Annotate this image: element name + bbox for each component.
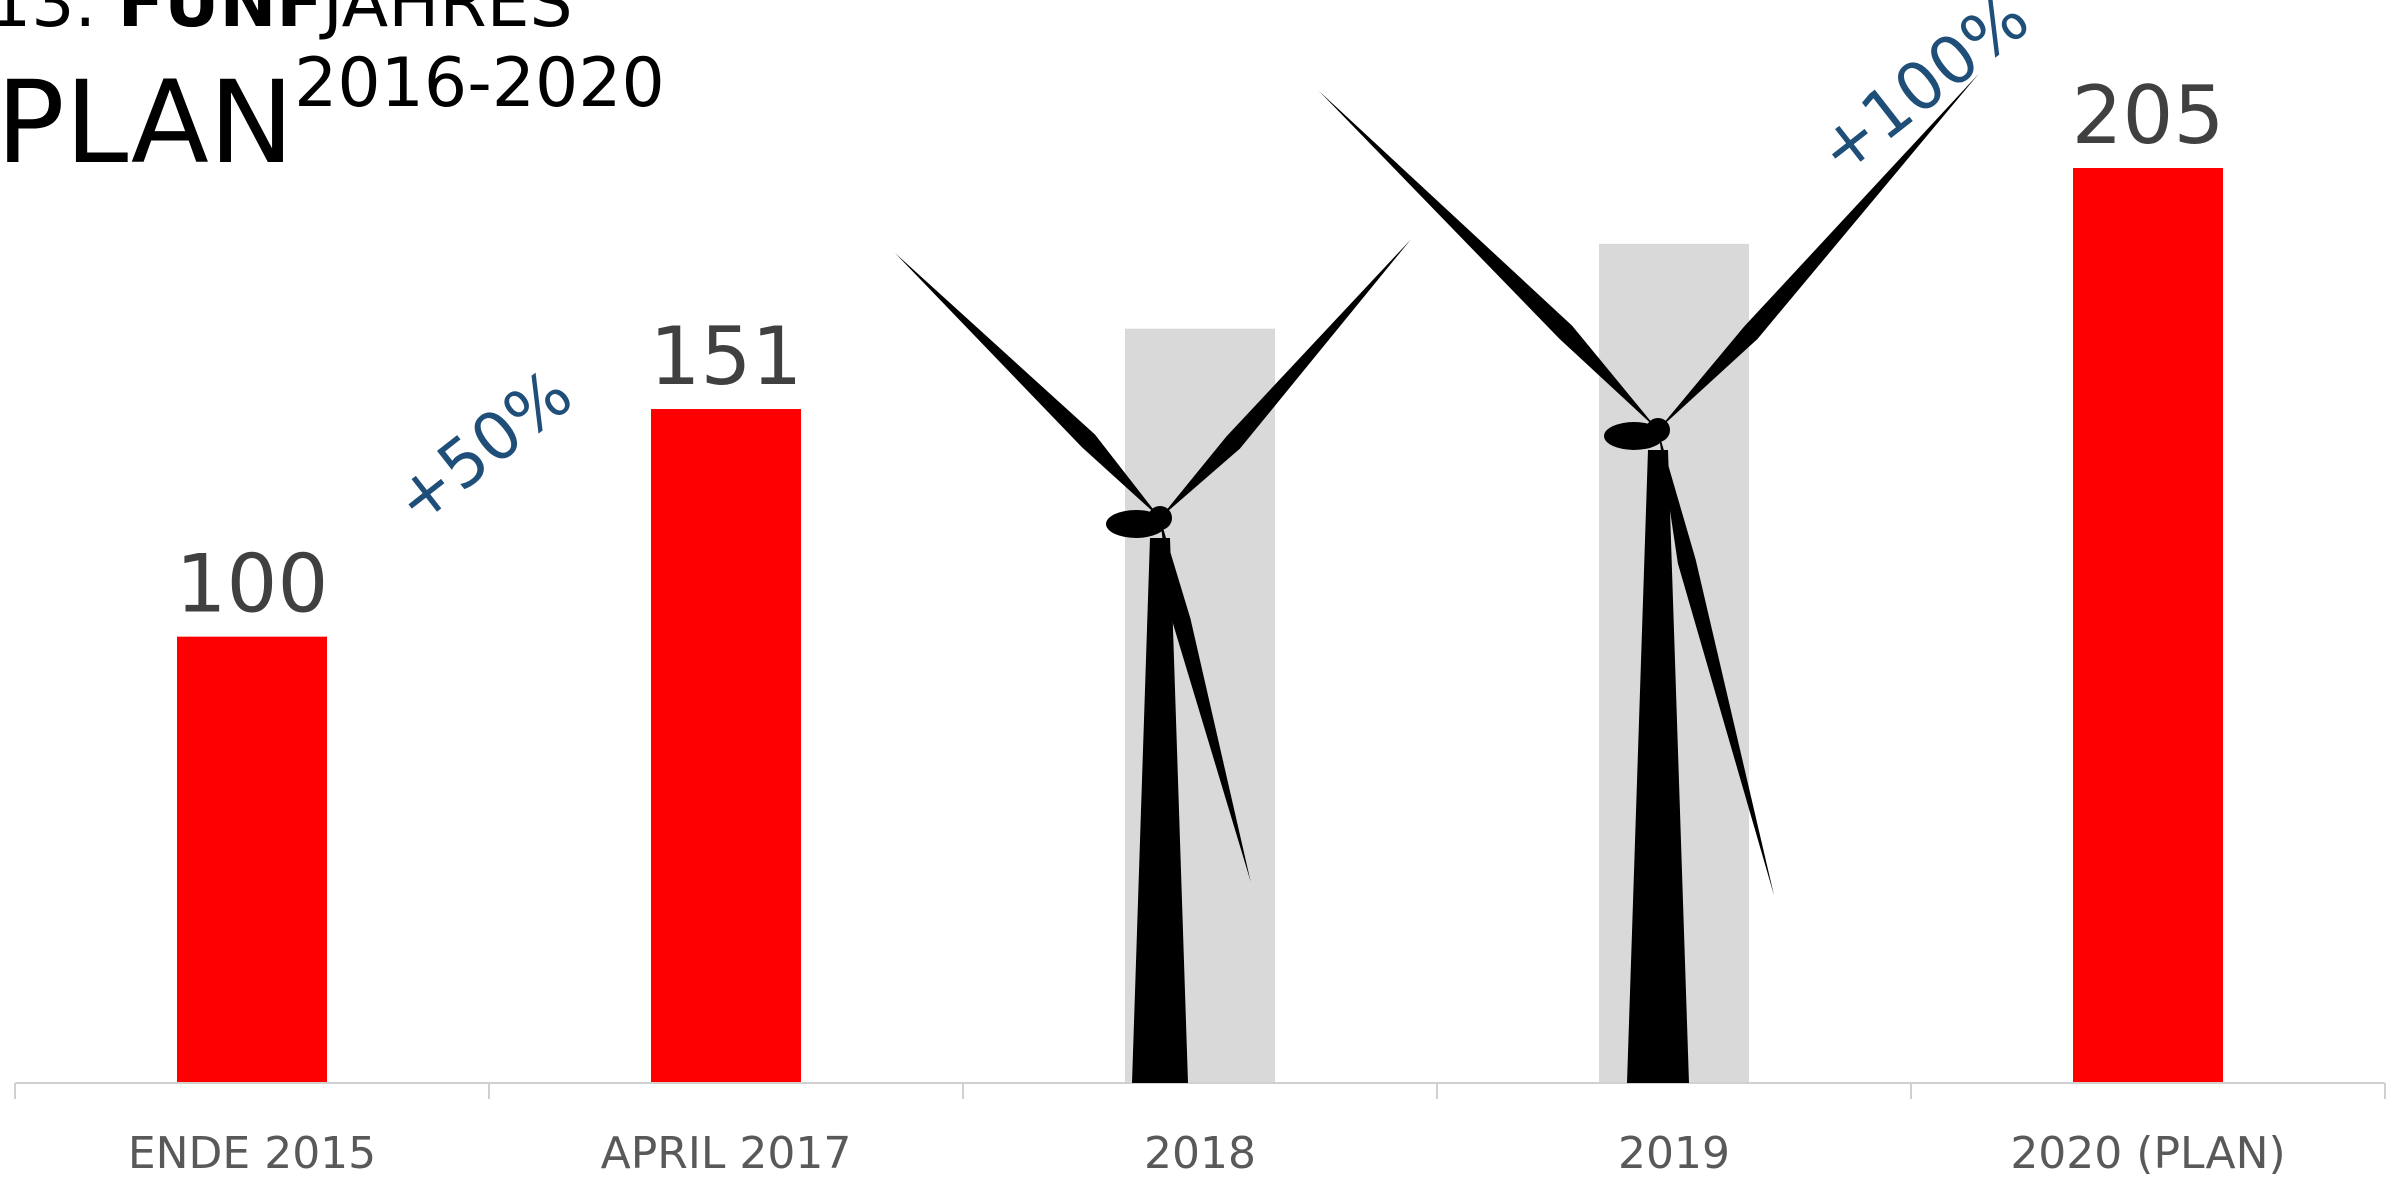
data-label: 205 (2072, 69, 2225, 162)
bar-2020-plan (2073, 168, 2223, 1083)
x-tick-label: 2019 (1618, 1128, 1730, 1179)
bar-ende-2015 (177, 636, 327, 1083)
wind-turbine-icon (1318, 73, 1980, 1083)
data-label: 151 (650, 310, 803, 403)
title-number: 13. (0, 0, 97, 43)
growth-annotation: +100% (1803, 0, 2043, 190)
wind-turbine-icon (894, 239, 1411, 1083)
title-years: 2016-2020 (294, 44, 665, 123)
chart-title-line2: PLAN2016-2020 (0, 50, 665, 180)
x-tick-label: APRIL 2017 (601, 1128, 852, 1179)
x-tick-label: 2020 (PLAN) (2010, 1128, 2285, 1179)
title-word-rest: JAHRES (322, 0, 573, 43)
data-label: 100 (176, 538, 329, 631)
bar-april-2017 (651, 409, 801, 1083)
x-tick-label: 2018 (1144, 1128, 1256, 1179)
chart-title-line1: 13. FÜNFJAHRES (0, 0, 573, 38)
title-plan: PLAN (0, 56, 295, 189)
title-bold-word: FÜNF (117, 0, 323, 43)
x-tick-label: ENDE 2015 (128, 1128, 376, 1179)
growth-annotation: +50% (380, 355, 587, 540)
